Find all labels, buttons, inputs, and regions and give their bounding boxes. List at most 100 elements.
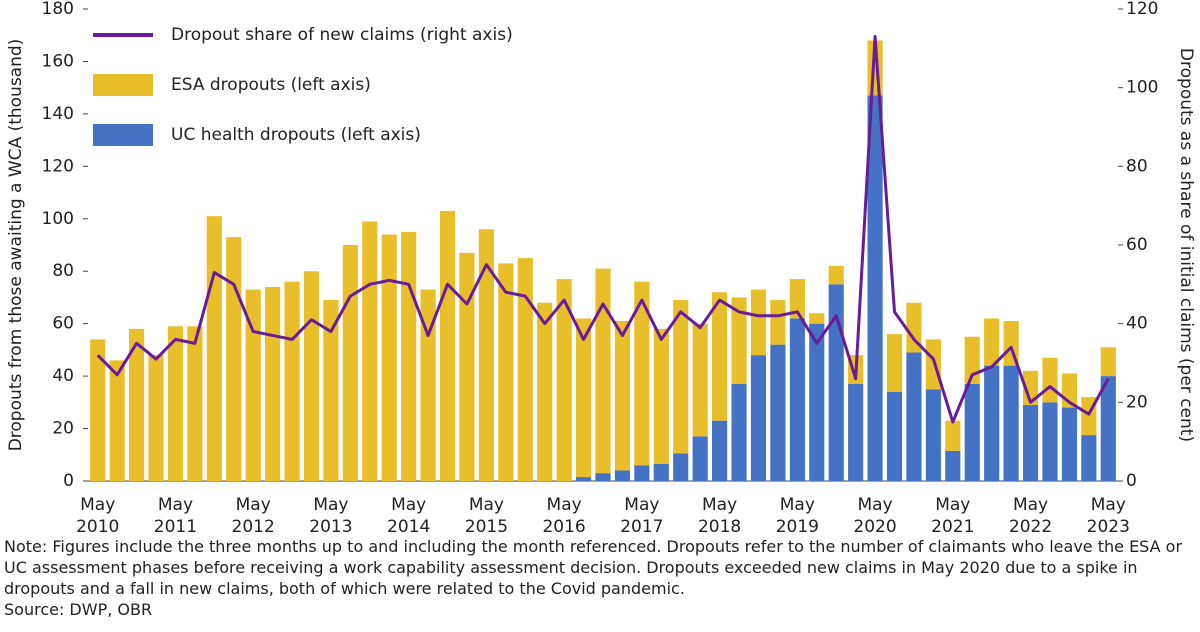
bar	[614, 321, 631, 471]
bar	[90, 339, 106, 481]
bar	[439, 210, 456, 481]
bar	[1042, 357, 1058, 403]
legend-swatch	[93, 124, 153, 146]
x-tick-label: May 2013	[309, 495, 353, 537]
bar	[789, 279, 805, 319]
x-tick-label: May 2023	[1086, 495, 1130, 537]
line	[96, 35, 1110, 424]
bar	[848, 383, 864, 481]
source: Source: DWP, OBR	[4, 600, 153, 619]
y2-tick-label: 120	[1126, 0, 1158, 19]
bar	[206, 216, 222, 481]
legend-label: ESA dropouts (left axis)	[171, 75, 371, 95]
bar	[575, 477, 592, 481]
y-tick-label: 180	[42, 0, 74, 19]
legend-label: UC health dropouts (left axis)	[171, 125, 421, 145]
bar	[731, 383, 747, 481]
y-tick-label: 0	[63, 471, 74, 491]
y2-tick-label: 20	[1126, 392, 1148, 412]
bar	[770, 344, 786, 481]
x-tick-label: May 2017	[620, 495, 664, 537]
bar	[284, 281, 300, 481]
bar	[634, 281, 650, 466]
bar	[226, 237, 242, 481]
bar	[945, 450, 961, 481]
bar	[595, 473, 611, 481]
bar	[984, 365, 1000, 481]
bar	[265, 286, 281, 481]
x-tick-label: May 2019	[775, 495, 819, 537]
bar	[1100, 347, 1116, 377]
y-tick-label: 80	[52, 261, 74, 281]
y-tick-label: 160	[42, 51, 74, 71]
bar	[634, 465, 650, 481]
y-tick-label: 140	[42, 104, 74, 124]
bar	[362, 221, 378, 481]
bar	[420, 289, 436, 481]
bar	[886, 391, 903, 481]
bar	[478, 229, 494, 481]
bar	[167, 326, 184, 481]
y2-tick-label: 40	[1126, 314, 1148, 334]
bar	[731, 297, 747, 384]
bar	[109, 360, 125, 481]
bar	[187, 326, 203, 481]
bar	[342, 245, 358, 481]
y2-tick-label: 0	[1126, 471, 1137, 491]
bar	[653, 463, 669, 481]
bar	[809, 323, 825, 481]
bar	[537, 302, 553, 481]
bar	[1022, 370, 1039, 405]
y2-tick-label: 80	[1126, 156, 1148, 176]
x-tick-label: May 2020	[853, 495, 897, 537]
bar	[401, 231, 417, 481]
y-tick-label: 60	[52, 314, 74, 334]
x-tick-label: May 2015	[464, 495, 509, 537]
y-axis-title: Dropouts from those awaiting a WCA (thou…	[6, 39, 26, 452]
y2-tick-label: 100	[1126, 78, 1158, 98]
bar	[1100, 376, 1116, 481]
bar	[1081, 435, 1097, 481]
y2-axis-title: Dropouts as a share of initial claims (p…	[1176, 48, 1196, 442]
bar	[886, 334, 903, 392]
bar	[595, 268, 611, 474]
bar	[925, 339, 941, 390]
y2-tick-label: 60	[1126, 235, 1148, 255]
bar	[1022, 404, 1039, 481]
bar	[692, 436, 708, 481]
x-tick-label: May 2021	[931, 495, 975, 537]
bar	[653, 328, 669, 464]
bar	[323, 300, 339, 481]
x-tick-label: May 2011	[153, 495, 198, 537]
bar	[245, 289, 261, 481]
x-tick-label: May 2018	[697, 495, 742, 537]
bar	[673, 453, 689, 481]
bar	[1061, 407, 1077, 481]
bar	[575, 318, 592, 478]
bar	[867, 95, 883, 482]
bar	[129, 328, 145, 481]
bar	[770, 300, 786, 345]
y-tick-label: 100	[42, 209, 74, 229]
bar	[750, 289, 767, 356]
bar	[556, 279, 572, 481]
note: Note: Figures include the three months u…	[4, 537, 1183, 598]
bar	[945, 420, 961, 451]
bar	[789, 318, 805, 481]
bar	[459, 252, 475, 481]
bar	[712, 292, 728, 421]
x-tick-label: May 2016	[542, 495, 586, 537]
x-tick-label: May 2010	[76, 495, 120, 537]
y-tick-label: 40	[52, 366, 74, 386]
bar	[148, 355, 164, 481]
x-tick-label: May 2012	[231, 495, 275, 537]
x-tick-label: May 2014	[387, 495, 431, 537]
bar	[673, 300, 689, 454]
bar	[750, 355, 767, 481]
legend-label: Dropout share of new claims (right axis)	[171, 25, 513, 45]
y-tick-label: 120	[42, 156, 74, 176]
legend-swatch	[93, 74, 153, 96]
bar	[692, 323, 708, 437]
bar	[906, 302, 922, 353]
